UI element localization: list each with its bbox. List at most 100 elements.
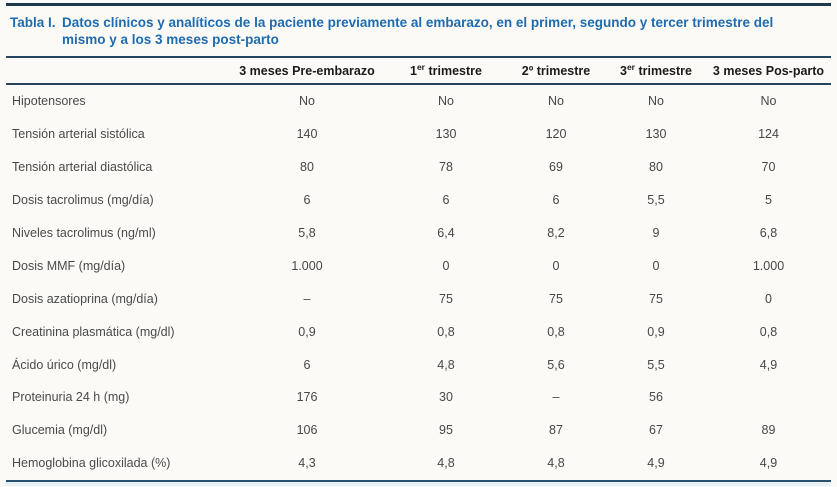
top-rule — [6, 3, 831, 6]
row-label: Ácido úrico (mg/dl) — [12, 357, 117, 372]
cell-value: 0 — [552, 258, 560, 273]
row-label: Niveles tacrolimus (ng/ml) — [12, 226, 156, 240]
cell-value: 0,9 — [647, 324, 665, 339]
column-header-text: 2º trimestre — [521, 63, 591, 78]
row-label: Creatinina plasmática (mg/dl) — [12, 324, 175, 339]
table-header-row: 3 meses Pre-embarazo 1er trimestre 2º tr… — [6, 57, 831, 84]
cell-value: 0 — [442, 258, 450, 273]
table-title: Datos clínicos y analíticos de la pacien… — [62, 15, 774, 47]
cell-value: 0 — [765, 291, 772, 306]
row-label: Dosis azatioprina (mg/día) — [12, 291, 158, 306]
clinical-data-table: 3 meses Pre-embarazo 1er trimestre 2º tr… — [6, 56, 831, 482]
table-row: Niveles tacrolimus (ng/ml) 5,8 6,4 8,2 9… — [6, 217, 831, 250]
cell-value: 5,5 — [647, 193, 665, 208]
column-header-1er-trimestre: 1er trimestre — [386, 57, 506, 84]
cell-value: 89 — [761, 423, 776, 438]
cell-value: 5 — [765, 193, 772, 208]
row-label: Tensión arterial diastólica — [12, 160, 153, 175]
cell-value: 95 — [439, 423, 453, 438]
cell-value: 6 — [442, 193, 450, 208]
cell-value: 9 — [652, 226, 660, 240]
cell-value: 5,6 — [547, 357, 565, 372]
cell-value: 130 — [435, 127, 457, 142]
table-row: Glucemia (mg/dl) 106 95 87 67 89 — [6, 414, 831, 447]
table-row: Ácido úrico (mg/dl) 6 4,8 5,6 5,5 4,9 — [6, 348, 831, 381]
column-header-text: trimestre — [425, 63, 482, 78]
table-row: Dosis tacrolimus (mg/día) 6 6 6 5,5 5 — [6, 184, 831, 217]
row-label: Proteinuria 24 h (mg) — [12, 390, 130, 405]
cell-value: 6,4 — [437, 226, 455, 240]
column-header-text: 3 meses Pre-embarazo — [239, 63, 375, 78]
cell-value: 4,8 — [437, 357, 455, 372]
cell-value: No — [438, 94, 454, 109]
cell-value: 6 — [303, 193, 311, 208]
row-label: Hipotensores — [12, 94, 86, 109]
cell-value: 80 — [649, 160, 663, 175]
table-row: Proteinuria 24 h (mg) 176 30 – 56 — [6, 381, 831, 414]
bottom-tint-strip — [6, 481, 831, 486]
table-row: Tensión arterial sistólica 140 130 120 1… — [6, 118, 831, 151]
column-header-superscript: er — [626, 61, 635, 72]
cell-value: 130 — [645, 127, 667, 142]
table-row: Tensión arterial diastólica 80 78 69 80 … — [6, 151, 831, 184]
cell-value — [706, 381, 831, 414]
row-label: Dosis MMF (mg/día) — [12, 258, 126, 273]
column-header-superscript: er — [416, 61, 425, 72]
cell-value: 75 — [549, 291, 563, 306]
column-header-text: 1 — [410, 63, 417, 78]
column-header-3er-trimestre: 3er trimestre — [606, 57, 706, 84]
cell-value: No — [299, 94, 315, 109]
cell-value: 176 — [296, 390, 318, 405]
column-header-text: 3 meses Pos-parto — [712, 63, 825, 78]
cell-value: 6 — [552, 193, 560, 208]
cell-value: 124 — [758, 127, 779, 142]
cell-value: 1.000 — [291, 258, 323, 273]
cell-value: No — [760, 94, 777, 109]
cell-value: 4,8 — [437, 456, 455, 471]
cell-value: 4,3 — [298, 456, 316, 471]
table-caption: Tabla I. Datos clínicos y analíticos de … — [0, 6, 837, 56]
table-row: Dosis azatioprina (mg/día) – 75 75 75 0 — [6, 282, 831, 315]
column-header-empty — [6, 57, 228, 84]
column-header-2o-trimestre: 2º trimestre — [506, 57, 606, 84]
table-row: Hemoglobina glicoxilada (%) 4,3 4,8 4,8 … — [6, 447, 831, 481]
cell-value: 75 — [439, 291, 453, 306]
cell-value: 0,8 — [437, 324, 455, 339]
column-header-text: 3 — [620, 63, 627, 78]
table-row: Dosis MMF (mg/día) 1.000 0 0 0 1.000 — [6, 249, 831, 282]
table-number: Tabla I. — [10, 15, 56, 30]
cell-value: 0,8 — [759, 324, 778, 339]
cell-value: 0,9 — [298, 324, 316, 339]
row-label: Hemoglobina glicoxilada (%) — [12, 456, 171, 471]
cell-value: 0,8 — [547, 324, 565, 339]
cell-value: 69 — [549, 160, 563, 175]
cell-value: – — [303, 291, 311, 306]
cell-value: 120 — [545, 127, 567, 142]
cell-value: 0 — [652, 258, 660, 273]
cell-value: 6 — [303, 357, 311, 372]
row-label: Tensión arterial sistólica — [12, 127, 145, 142]
cell-value: No — [548, 94, 564, 109]
column-header-pos-parto: 3 meses Pos-parto — [706, 57, 831, 84]
cell-value: 4,9 — [759, 456, 778, 471]
cell-value: 5,5 — [647, 357, 665, 372]
row-label: Dosis tacrolimus (mg/día) — [12, 193, 154, 208]
table-row: Creatinina plasmática (mg/dl) 0,9 0,8 0,… — [6, 315, 831, 348]
cell-value: 70 — [761, 160, 776, 175]
cell-value: 78 — [439, 160, 453, 175]
cell-value: 8,2 — [547, 226, 565, 240]
cell-value: – — [552, 390, 560, 405]
cell-value: 5,8 — [298, 226, 316, 240]
cell-value: 67 — [649, 423, 663, 438]
cell-value: 4,9 — [647, 456, 665, 471]
cell-value: 4,8 — [547, 456, 565, 471]
cell-value: No — [648, 94, 664, 109]
cell-value: 1.000 — [752, 258, 785, 273]
cell-value: 87 — [549, 423, 563, 438]
column-header-pre-embarazo: 3 meses Pre-embarazo — [228, 57, 386, 84]
cell-value: 6,8 — [759, 226, 778, 240]
cell-value: 56 — [649, 390, 663, 405]
cell-value: 106 — [296, 423, 318, 438]
row-label: Glucemia (mg/dl) — [12, 423, 108, 438]
